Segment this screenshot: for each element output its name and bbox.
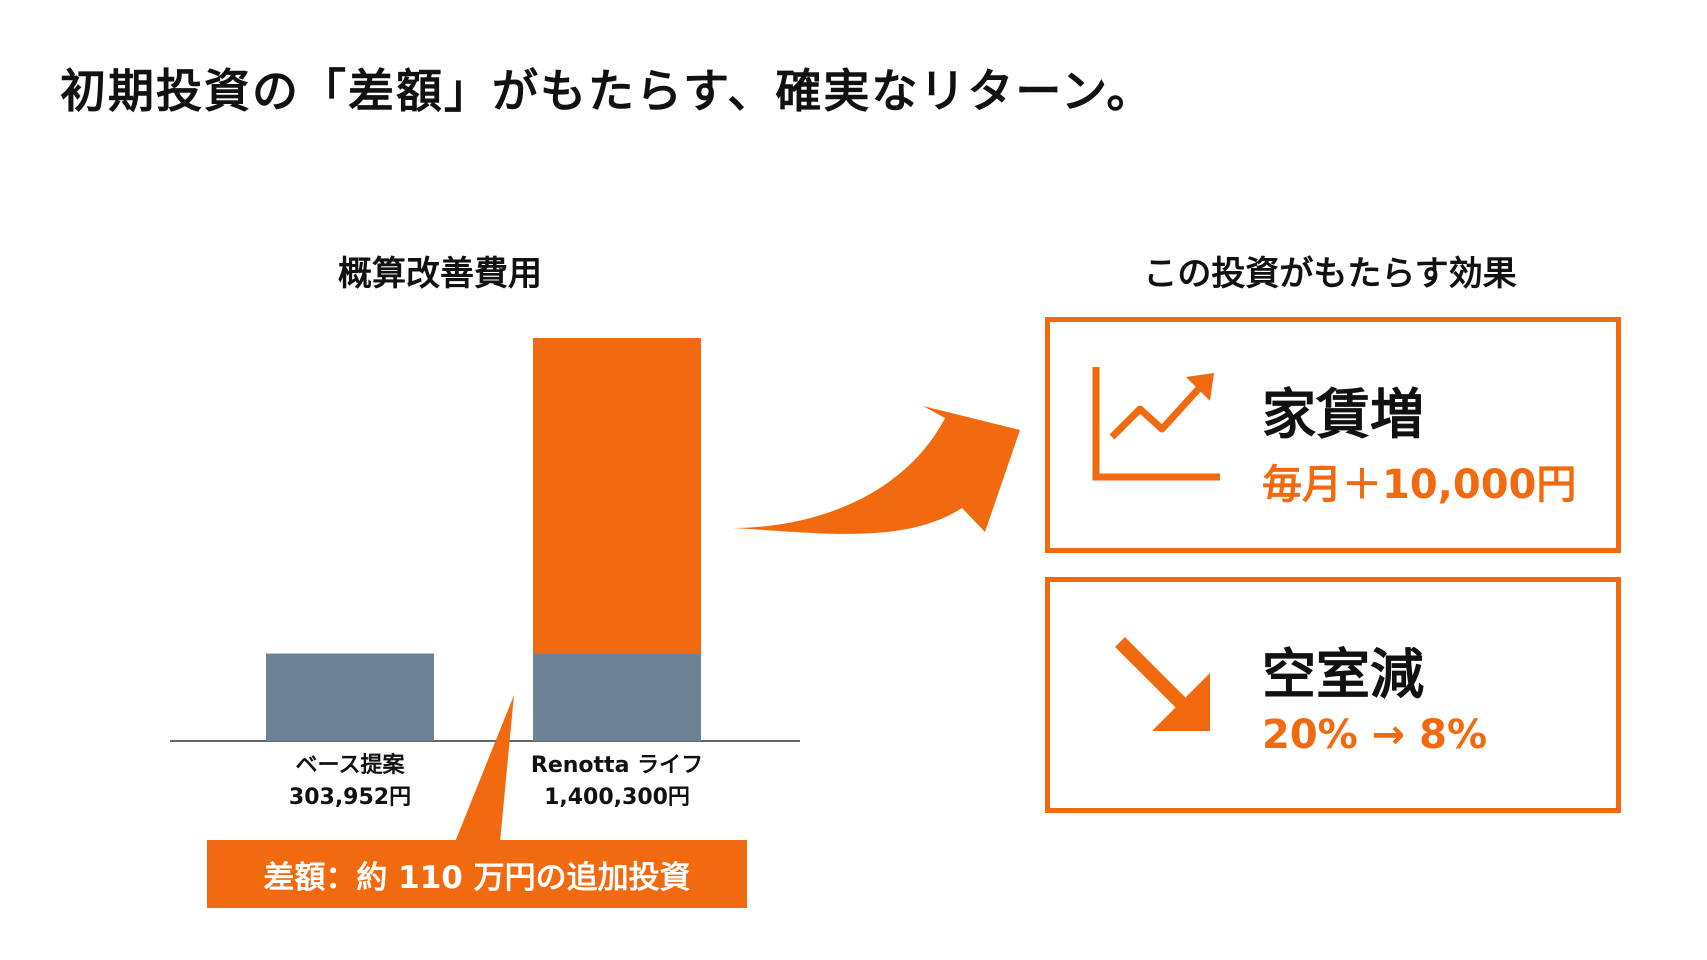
trending-up-chart-icon bbox=[1092, 367, 1220, 481]
difference-banner: 差額：約 110 万円の追加投資 bbox=[207, 840, 747, 908]
difference-callout-pointer bbox=[455, 695, 514, 842]
bar-renotta-base-segment bbox=[533, 653, 701, 741]
curved-arrow-icon bbox=[733, 406, 1020, 534]
bar-label-base: ベース提案 303,952円 bbox=[250, 750, 450, 814]
page-title: 初期投資の「差額」がもたらす、確実なリターン。 bbox=[60, 64, 1155, 118]
chart-title: 概算改善費用 bbox=[338, 254, 542, 294]
effect-value-vacancy: 20% → 8% bbox=[1262, 712, 1488, 758]
bar-label-renotta: Renotta ライフ 1,400,300円 bbox=[517, 750, 717, 814]
effect-card-rent: 家賃増 毎月＋10,000円 bbox=[1045, 317, 1621, 553]
bar-renotta-difference-segment bbox=[533, 338, 701, 654]
bar-category-renotta: Renotta ライフ bbox=[530, 753, 704, 778]
effect-card-vacancy: 空室減 20% → 8% bbox=[1045, 577, 1621, 813]
bar-value-base: 303,952円 bbox=[288, 785, 412, 810]
effect-heading-rent: 家賃増 bbox=[1262, 383, 1424, 446]
bar-base-proposal bbox=[266, 653, 434, 741]
bar-value-renotta: 1,400,300円 bbox=[544, 785, 690, 810]
effect-heading-vacancy: 空室減 bbox=[1262, 643, 1424, 706]
arrow-down-right-icon bbox=[1115, 637, 1210, 731]
effect-value-rent: 毎月＋10,000円 bbox=[1262, 462, 1577, 508]
effects-title: この投資がもたらす効果 bbox=[1143, 254, 1517, 294]
bar-category-base: ベース提案 bbox=[295, 753, 405, 778]
